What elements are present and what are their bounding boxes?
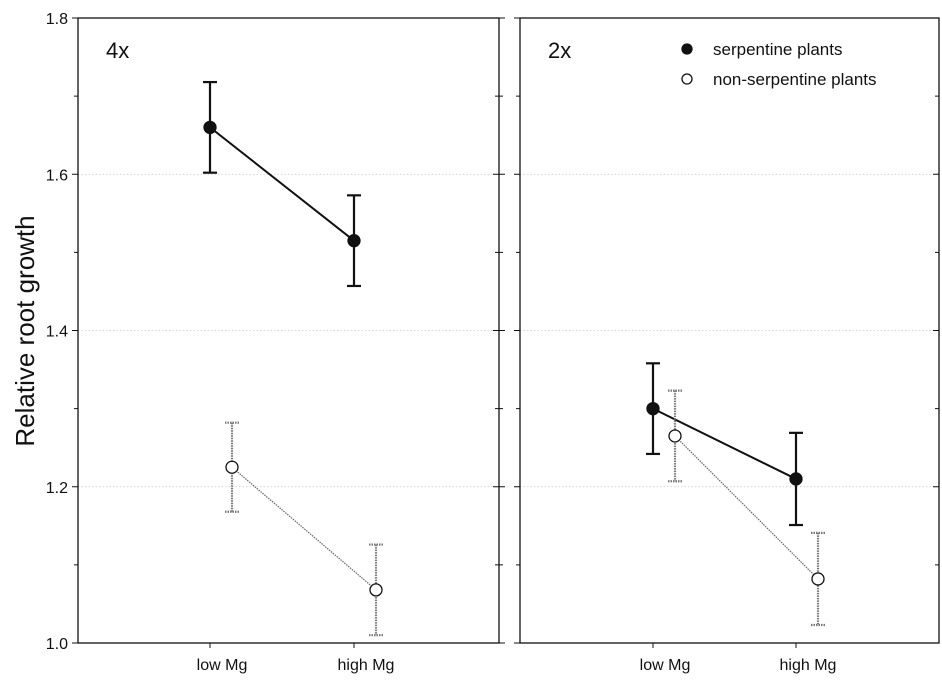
- legend-marker: [681, 73, 693, 85]
- panel-label: 2x: [548, 38, 571, 63]
- x-tick-label: low Mg: [640, 657, 691, 674]
- x-tick-labels: low Mg high Mg low Mg high Mg: [197, 657, 837, 674]
- y-tick-label: 1.0: [46, 636, 68, 653]
- y-tick-label: 1.6: [46, 167, 68, 184]
- panel-frames: [77, 17, 940, 644]
- x-tick-label: high Mg: [338, 657, 395, 674]
- axis-ticks: [72, 17, 939, 648]
- series-line-non-serpentine: [674, 435, 819, 580]
- data-point-non-serpentine: [225, 460, 239, 474]
- y-tick-label: 1.4: [46, 324, 68, 341]
- panel-label: 4x: [106, 38, 129, 63]
- data-point-serpentine: [203, 120, 217, 135]
- data-point-non-serpentine: [668, 429, 682, 443]
- x-tick-label: high Mg: [780, 657, 837, 674]
- y-axis-label: Relative root growth: [10, 215, 40, 446]
- data-point-non-serpentine: [811, 572, 825, 586]
- data-point-serpentine: [347, 234, 361, 248]
- series-line-non-serpentine: [231, 466, 377, 591]
- legend-entry: serpentine plants: [713, 40, 842, 59]
- y-tick-label: 1.8: [46, 11, 68, 28]
- legend-entry: non-serpentine plants: [713, 70, 877, 89]
- panel-labels: 4x 2x: [106, 38, 571, 63]
- data-point-non-serpentine: [369, 583, 383, 597]
- grid-lines: [78, 173, 939, 488]
- panel-frame-2: [519, 17, 940, 644]
- data-series: [203, 80, 825, 637]
- legend-marker: [681, 43, 693, 55]
- data-point-serpentine: [646, 401, 660, 416]
- y-tick-labels: 1.0 1.2 1.4 1.6 1.8: [46, 11, 68, 653]
- series-line-serpentine: [652, 407, 797, 480]
- x-tick-label: low Mg: [197, 657, 248, 674]
- series-line-serpentine: [209, 126, 355, 242]
- data-point-serpentine: [789, 472, 803, 486]
- legend: serpentine plants non-serpentine plants: [681, 40, 877, 89]
- y-tick-label: 1.2: [46, 480, 68, 497]
